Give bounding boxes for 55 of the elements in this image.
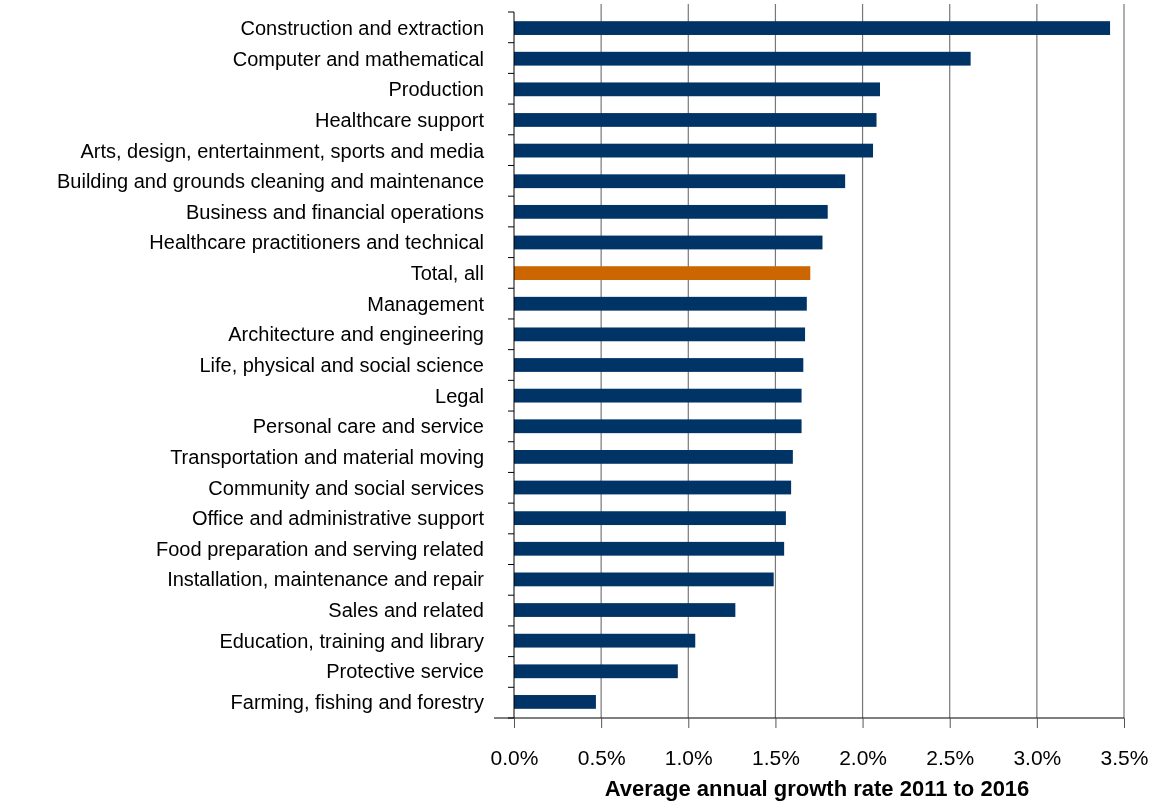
y-tick-label: Healthcare support bbox=[315, 108, 485, 131]
bar bbox=[514, 21, 1111, 35]
bar bbox=[514, 113, 877, 127]
y-tick-label: Protective service bbox=[326, 660, 484, 683]
y-tick-label: Office and administrative support bbox=[191, 507, 485, 530]
bar bbox=[514, 480, 792, 495]
y-tick-label: Life, physical and social science bbox=[199, 354, 484, 376]
x-tick-label: 3.0% bbox=[1013, 745, 1062, 769]
bar bbox=[514, 266, 811, 280]
y-tick-label: Legal bbox=[435, 384, 484, 407]
bar bbox=[514, 419, 802, 434]
y-tick-label: Architecture and engineering bbox=[228, 323, 484, 346]
y-tick-label: Healthcare practitioners and technical bbox=[149, 231, 484, 254]
bar bbox=[514, 235, 823, 250]
bar bbox=[514, 143, 874, 158]
bar bbox=[514, 511, 786, 526]
x-tick-label: 0.5% bbox=[577, 745, 626, 769]
bar bbox=[514, 664, 678, 679]
x-tick-label: 1.5% bbox=[751, 745, 800, 769]
y-tick-label: Arts, design, entertainment, sports and media bbox=[80, 139, 485, 162]
bar bbox=[514, 327, 806, 342]
x-tick-label: 2.0% bbox=[839, 745, 888, 769]
x-axis-title: Average annual growth rate 2011 to 2016 bbox=[604, 776, 1030, 801]
y-tick-label: Construction and extraction bbox=[240, 17, 484, 40]
y-tick-label: Building and grounds cleaning and maintenance bbox=[57, 170, 484, 193]
bar bbox=[514, 450, 793, 464]
bar bbox=[514, 541, 785, 556]
y-tick-label: Farming, fishing and forestry bbox=[230, 690, 484, 713]
x-tick-label: 3.5% bbox=[1100, 745, 1149, 769]
bar bbox=[514, 174, 846, 189]
x-tick-label: 1.0% bbox=[664, 745, 713, 769]
bar bbox=[514, 296, 807, 311]
bar bbox=[514, 388, 802, 403]
bar bbox=[514, 633, 696, 648]
y-tick-label: Food preparation and serving related bbox=[156, 537, 484, 560]
y-tick-label: Computer and mathematical bbox=[232, 47, 484, 70]
bar bbox=[514, 82, 880, 97]
y-tick-label: Transportation and material moving bbox=[170, 445, 484, 468]
y-tick-label: Sales and related bbox=[328, 599, 484, 622]
x-tick-label: 2.5% bbox=[926, 745, 975, 769]
bar bbox=[514, 51, 971, 66]
y-tick-label: Personal care and service bbox=[252, 415, 484, 438]
bar bbox=[514, 204, 828, 219]
bar bbox=[514, 695, 596, 709]
y-tick-label: Installation, maintenance and repair bbox=[167, 568, 485, 591]
y-tick-label: Education, training and library bbox=[219, 629, 484, 652]
bar bbox=[514, 603, 736, 617]
bar bbox=[514, 358, 804, 372]
x-tick-label: 0.0% bbox=[490, 745, 539, 769]
y-tick-label: Total, all bbox=[410, 262, 484, 285]
y-tick-label: Production bbox=[388, 78, 484, 101]
bar bbox=[514, 572, 774, 587]
y-tick-label: Business and financial operations bbox=[186, 200, 484, 223]
y-tick-label: Management bbox=[367, 292, 485, 315]
y-tick-label: Community and social services bbox=[208, 476, 484, 499]
